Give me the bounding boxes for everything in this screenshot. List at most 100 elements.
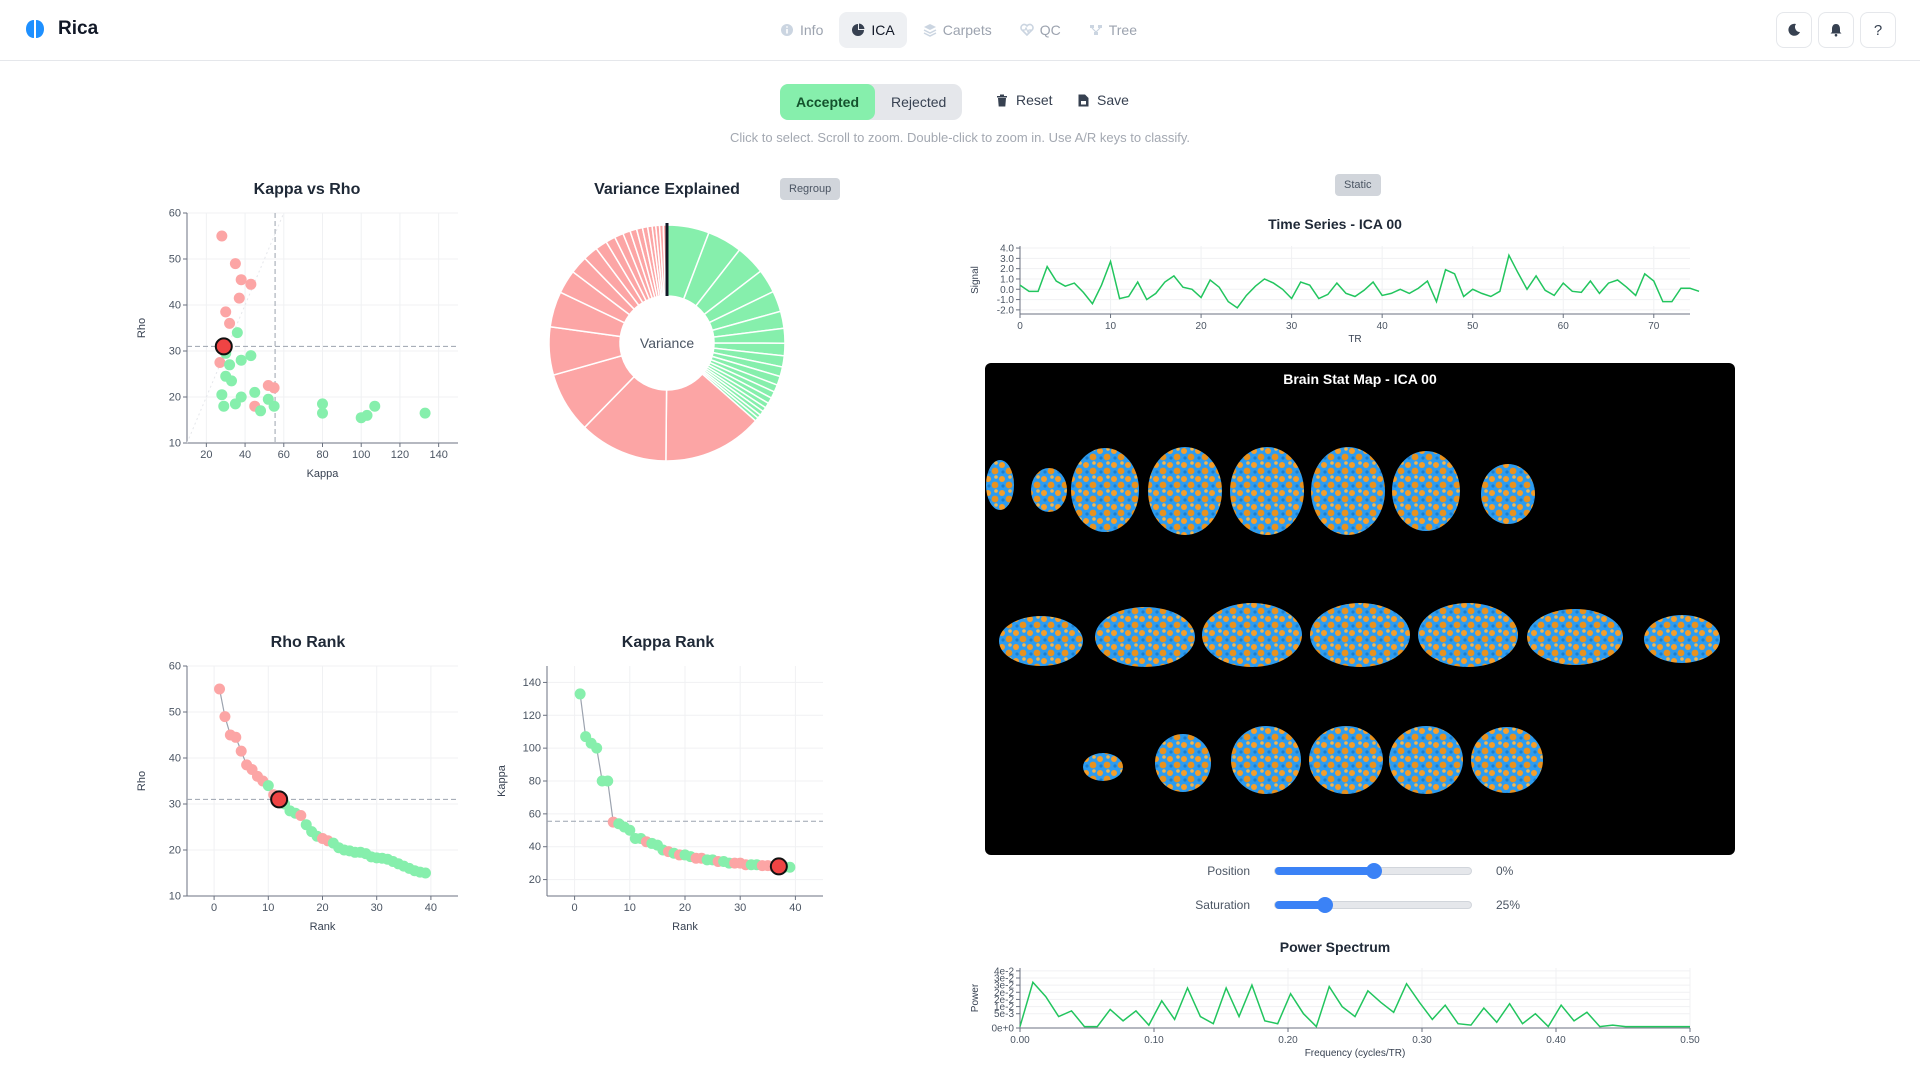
coronal-slice: [1309, 726, 1383, 794]
accepted-component-point: [226, 375, 238, 387]
position-value: 0%: [1496, 864, 1514, 878]
saturation-label: Saturation: [1195, 898, 1250, 912]
coronal-slice: [1155, 734, 1211, 792]
accepted-rank-point: [591, 742, 603, 754]
save-file-icon: [1078, 94, 1089, 106]
accepted-component-point: [249, 386, 261, 398]
x-tick-label: 0.00: [1010, 1035, 1030, 1046]
x-tick-label: 140: [429, 449, 447, 461]
x-tick-label: 70: [1648, 321, 1660, 332]
y-tick-label: 3e-2: [994, 974, 1014, 985]
kappa-rho-scatter[interactable]: 20 40 60 80 100 120 140 10 20 30 40 50 60 Kappa Rho: [125, 205, 465, 490]
x-tick-label: 20: [1196, 321, 1208, 332]
brain-stat-map[interactable]: Brain Stat Map - ICA 00: [985, 363, 1735, 855]
tab-carpets[interactable]: Carpets: [911, 12, 1004, 48]
accepted-component-point: [231, 327, 243, 339]
time-series-plot[interactable]: 0 10 20 30 40 50 60 70 4.03.02.01.00.0-1.0-2.0 TR…: [960, 236, 1700, 346]
rejected-rank-point: [295, 810, 307, 821]
tab-ica[interactable]: ICA: [839, 12, 907, 48]
saturation-slider-row: Saturation 25%: [1170, 897, 1536, 913]
accepted-component-point: [419, 407, 431, 419]
brain-slices: [986, 447, 1720, 794]
x-tick-label: 30: [734, 902, 746, 914]
tab-carpets-label: Carpets: [942, 22, 992, 38]
tab-ica-label: ICA: [871, 22, 895, 38]
rho-rank-title: Rho Rank: [270, 634, 346, 651]
coronal-slice: [1083, 753, 1123, 781]
x-tick-label: 30: [371, 902, 383, 914]
position-slider-thumb[interactable]: [1366, 863, 1382, 879]
y-axis-label: Rho: [136, 318, 148, 338]
saturation-slider-thumb[interactable]: [1316, 897, 1333, 913]
axial-slice: [986, 460, 1014, 510]
y-tick-label: 0.0: [1000, 285, 1014, 296]
kappa-rho-title: Kappa vs Rho: [253, 181, 361, 198]
y-tick-label: -1.0: [997, 295, 1015, 306]
tab-tree[interactable]: Tree: [1077, 12, 1149, 48]
tab-qc-label: QC: [1039, 22, 1061, 38]
axial-slice: [1148, 447, 1222, 535]
x-tick-label: 0.10: [1144, 1035, 1164, 1046]
accepted-component-point: [268, 400, 280, 412]
help-button[interactable]: ?: [1860, 12, 1896, 48]
brain-map-title: Brain Stat Map - ICA 00: [1283, 371, 1437, 387]
y-tick-label: 20: [169, 845, 181, 857]
rejected-rank-point: [219, 711, 231, 723]
y-tick-label: 3e-2: [994, 981, 1014, 992]
rho-rank-plot[interactable]: 0 10 20 30 40 10 20 30 40 50 60 Rank Rho: [125, 658, 465, 943]
y-tick-label: 80: [529, 776, 541, 788]
x-tick-label: 0.30: [1412, 1035, 1432, 1046]
accepted-rank-point: [574, 688, 586, 700]
classification-toggle: Accepted Rejected: [780, 84, 963, 120]
variance-donut[interactable]: Variance: [542, 214, 792, 464]
selected-rank-point: [270, 790, 289, 809]
kappa-rank-plot[interactable]: 0 10 20 30 40 20 40 60 80 100 120 140 Rank Kappa: [485, 658, 830, 943]
accepted-component-point: [255, 405, 267, 417]
info-icon: [781, 24, 793, 36]
tab-info[interactable]: Info: [768, 12, 835, 48]
accepted-component-point: [229, 398, 241, 410]
pie-icon: [852, 23, 865, 36]
sagittal-slice: [1310, 603, 1410, 667]
sagittal-slice: [1418, 603, 1518, 667]
save-label: Save: [1097, 92, 1129, 108]
accepted-rank-point: [419, 867, 431, 879]
x-tick-label: 100: [352, 449, 370, 461]
axial-slice: [1392, 451, 1460, 531]
sagittal-slice: [1527, 609, 1623, 665]
notifications-button[interactable]: [1818, 12, 1854, 48]
tab-qc[interactable]: QC: [1008, 12, 1073, 48]
sagittal-slice: [999, 616, 1083, 666]
regroup-button[interactable]: Regroup: [780, 178, 841, 200]
accepted-component-point: [216, 389, 228, 401]
x-axis-label: Rank: [672, 921, 698, 933]
x-tick-label: 40: [425, 902, 437, 914]
power-spectrum-plot[interactable]: 0.00 0.10 0.20 0.30 0.40 0.504e-23e-23e-22e-2…: [960, 958, 1700, 1080]
saturation-slider[interactable]: [1274, 897, 1472, 913]
rejected-button[interactable]: Rejected: [891, 94, 947, 110]
save-button[interactable]: Save: [1078, 92, 1129, 108]
variance-title: Variance Explained: [594, 181, 740, 198]
static-toggle[interactable]: Static: [1335, 174, 1381, 196]
saturation-value: 25%: [1496, 898, 1521, 912]
accepted-button[interactable]: Accepted: [780, 84, 876, 120]
x-tick-label: 20: [200, 449, 212, 461]
rejected-component-point: [229, 258, 241, 270]
instructions-hint: Click to select. Scroll to zoom. Double-…: [730, 130, 1190, 145]
rejected-rank-point: [230, 731, 242, 743]
coronal-slice: [1471, 727, 1543, 793]
position-slider-row: Position 0%: [1170, 863, 1536, 879]
brand[interactable]: Rica: [24, 18, 98, 40]
dark-mode-button[interactable]: [1776, 12, 1812, 48]
kappa-rank-title: Kappa Rank: [621, 634, 715, 651]
x-tick-label: 10: [262, 902, 274, 914]
bell-icon: [1830, 24, 1842, 37]
reset-label: Reset: [1016, 92, 1053, 108]
accepted-component-point: [317, 398, 328, 410]
reset-button[interactable]: Reset: [996, 92, 1053, 108]
sagittal-slice: [1095, 607, 1195, 667]
position-slider[interactable]: [1274, 863, 1472, 879]
y-axis-label: Rho: [136, 771, 148, 791]
tab-info-label: Info: [800, 22, 824, 38]
time-series-title: Time Series - ICA 00: [1268, 216, 1402, 232]
